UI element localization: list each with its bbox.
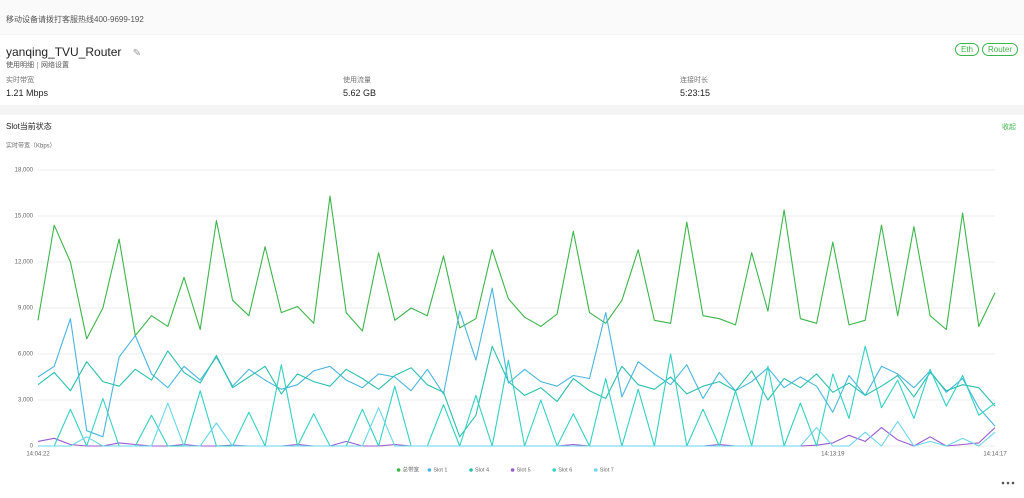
legend-marker [594, 468, 598, 472]
legend-label: Slot 6 [558, 467, 572, 473]
top-bar: 移动设备请拨打客服热线400-9699-192 [0, 0, 1024, 34]
x-tick-label: 14:14:17 [983, 452, 1007, 458]
y-tick-label: 18,000 [15, 168, 34, 174]
y-tick-label: 12,000 [15, 260, 34, 266]
toggle[interactable]: 收起 [1002, 122, 1016, 131]
legend-label: Slot 5 [517, 467, 531, 473]
panel-title: Slot当前状态 [6, 121, 52, 131]
series-line [37, 287, 996, 438]
y-tick-label: 0 [30, 444, 34, 450]
stat-label: 连接时长 [680, 77, 708, 84]
legend-marker [469, 468, 473, 472]
device-card: yanqing_TVU_Router ✎ 使用明细 网络设置 Eth Router… [0, 35, 1024, 105]
device-name: yanqing_TVU_Router ✎ [6, 45, 141, 59]
legend-marker [552, 468, 556, 472]
tag: Eth [955, 43, 980, 56]
series-line [38, 402, 996, 447]
x-tick-label: 14:04:22 [26, 452, 50, 458]
y-tick-label: 15,000 [15, 214, 34, 220]
legend-label: Slot 4 [475, 467, 489, 473]
links: 使用明细 网络设置 [6, 60, 69, 70]
legend-marker [396, 468, 401, 472]
more-icon[interactable] [1001, 481, 1015, 485]
stat: 使用流量 5.62 GB [343, 75, 376, 98]
series-line [37, 195, 996, 340]
x-tick-label: 14:13:19 [821, 452, 845, 458]
y-tick-label: 3,000 [18, 398, 34, 404]
legend-label: Slot 7 [600, 467, 614, 473]
stat-value: 5.62 GB [343, 88, 377, 98]
link[interactable]: 使用明细 [6, 62, 34, 69]
device-name-text: yanqing_TVU_Router [6, 45, 122, 59]
stat-label: 实时带宽 [6, 77, 34, 84]
y-tick-label: 9,000 [18, 306, 34, 312]
y-axis-label: 实时带宽（Kbps） [6, 142, 56, 150]
link[interactable]: 网络设置 [37, 62, 69, 69]
stat-value: 1.21 Mbps [6, 88, 49, 98]
panel: Slot当前状态 收起 实时带宽（Kbps） 0 3,000 6,000 9,000 1… [0, 115, 1024, 498]
stat: 实时带宽 1.21 Mbps [6, 75, 48, 98]
legend-label: 总带宽 [403, 465, 420, 473]
notice: 移动设备请拨打客服热线400-9699-192 [6, 15, 144, 24]
y-tick-label: 6,000 [18, 352, 34, 358]
legend-label: Slot 1 [433, 467, 447, 473]
stat-label: 使用流量 [343, 77, 371, 84]
series-line [38, 345, 996, 447]
stat: 连接时长 5:23:15 [680, 75, 710, 98]
stat-value: 5:23:15 [680, 88, 711, 98]
legend-marker [510, 468, 515, 472]
tag: Router [982, 43, 1019, 56]
legend-marker [427, 468, 432, 472]
series-line [37, 345, 996, 438]
chart: Slot当前状态 收起 实时带宽（Kbps） 0 3,000 6,000 9,000 1… [6, 121, 1016, 485]
edit-icon[interactable]: ✎ [132, 48, 142, 59]
